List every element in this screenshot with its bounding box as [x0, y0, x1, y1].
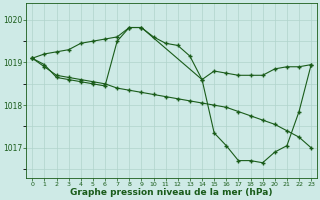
X-axis label: Graphe pression niveau de la mer (hPa): Graphe pression niveau de la mer (hPa) [70, 188, 273, 197]
